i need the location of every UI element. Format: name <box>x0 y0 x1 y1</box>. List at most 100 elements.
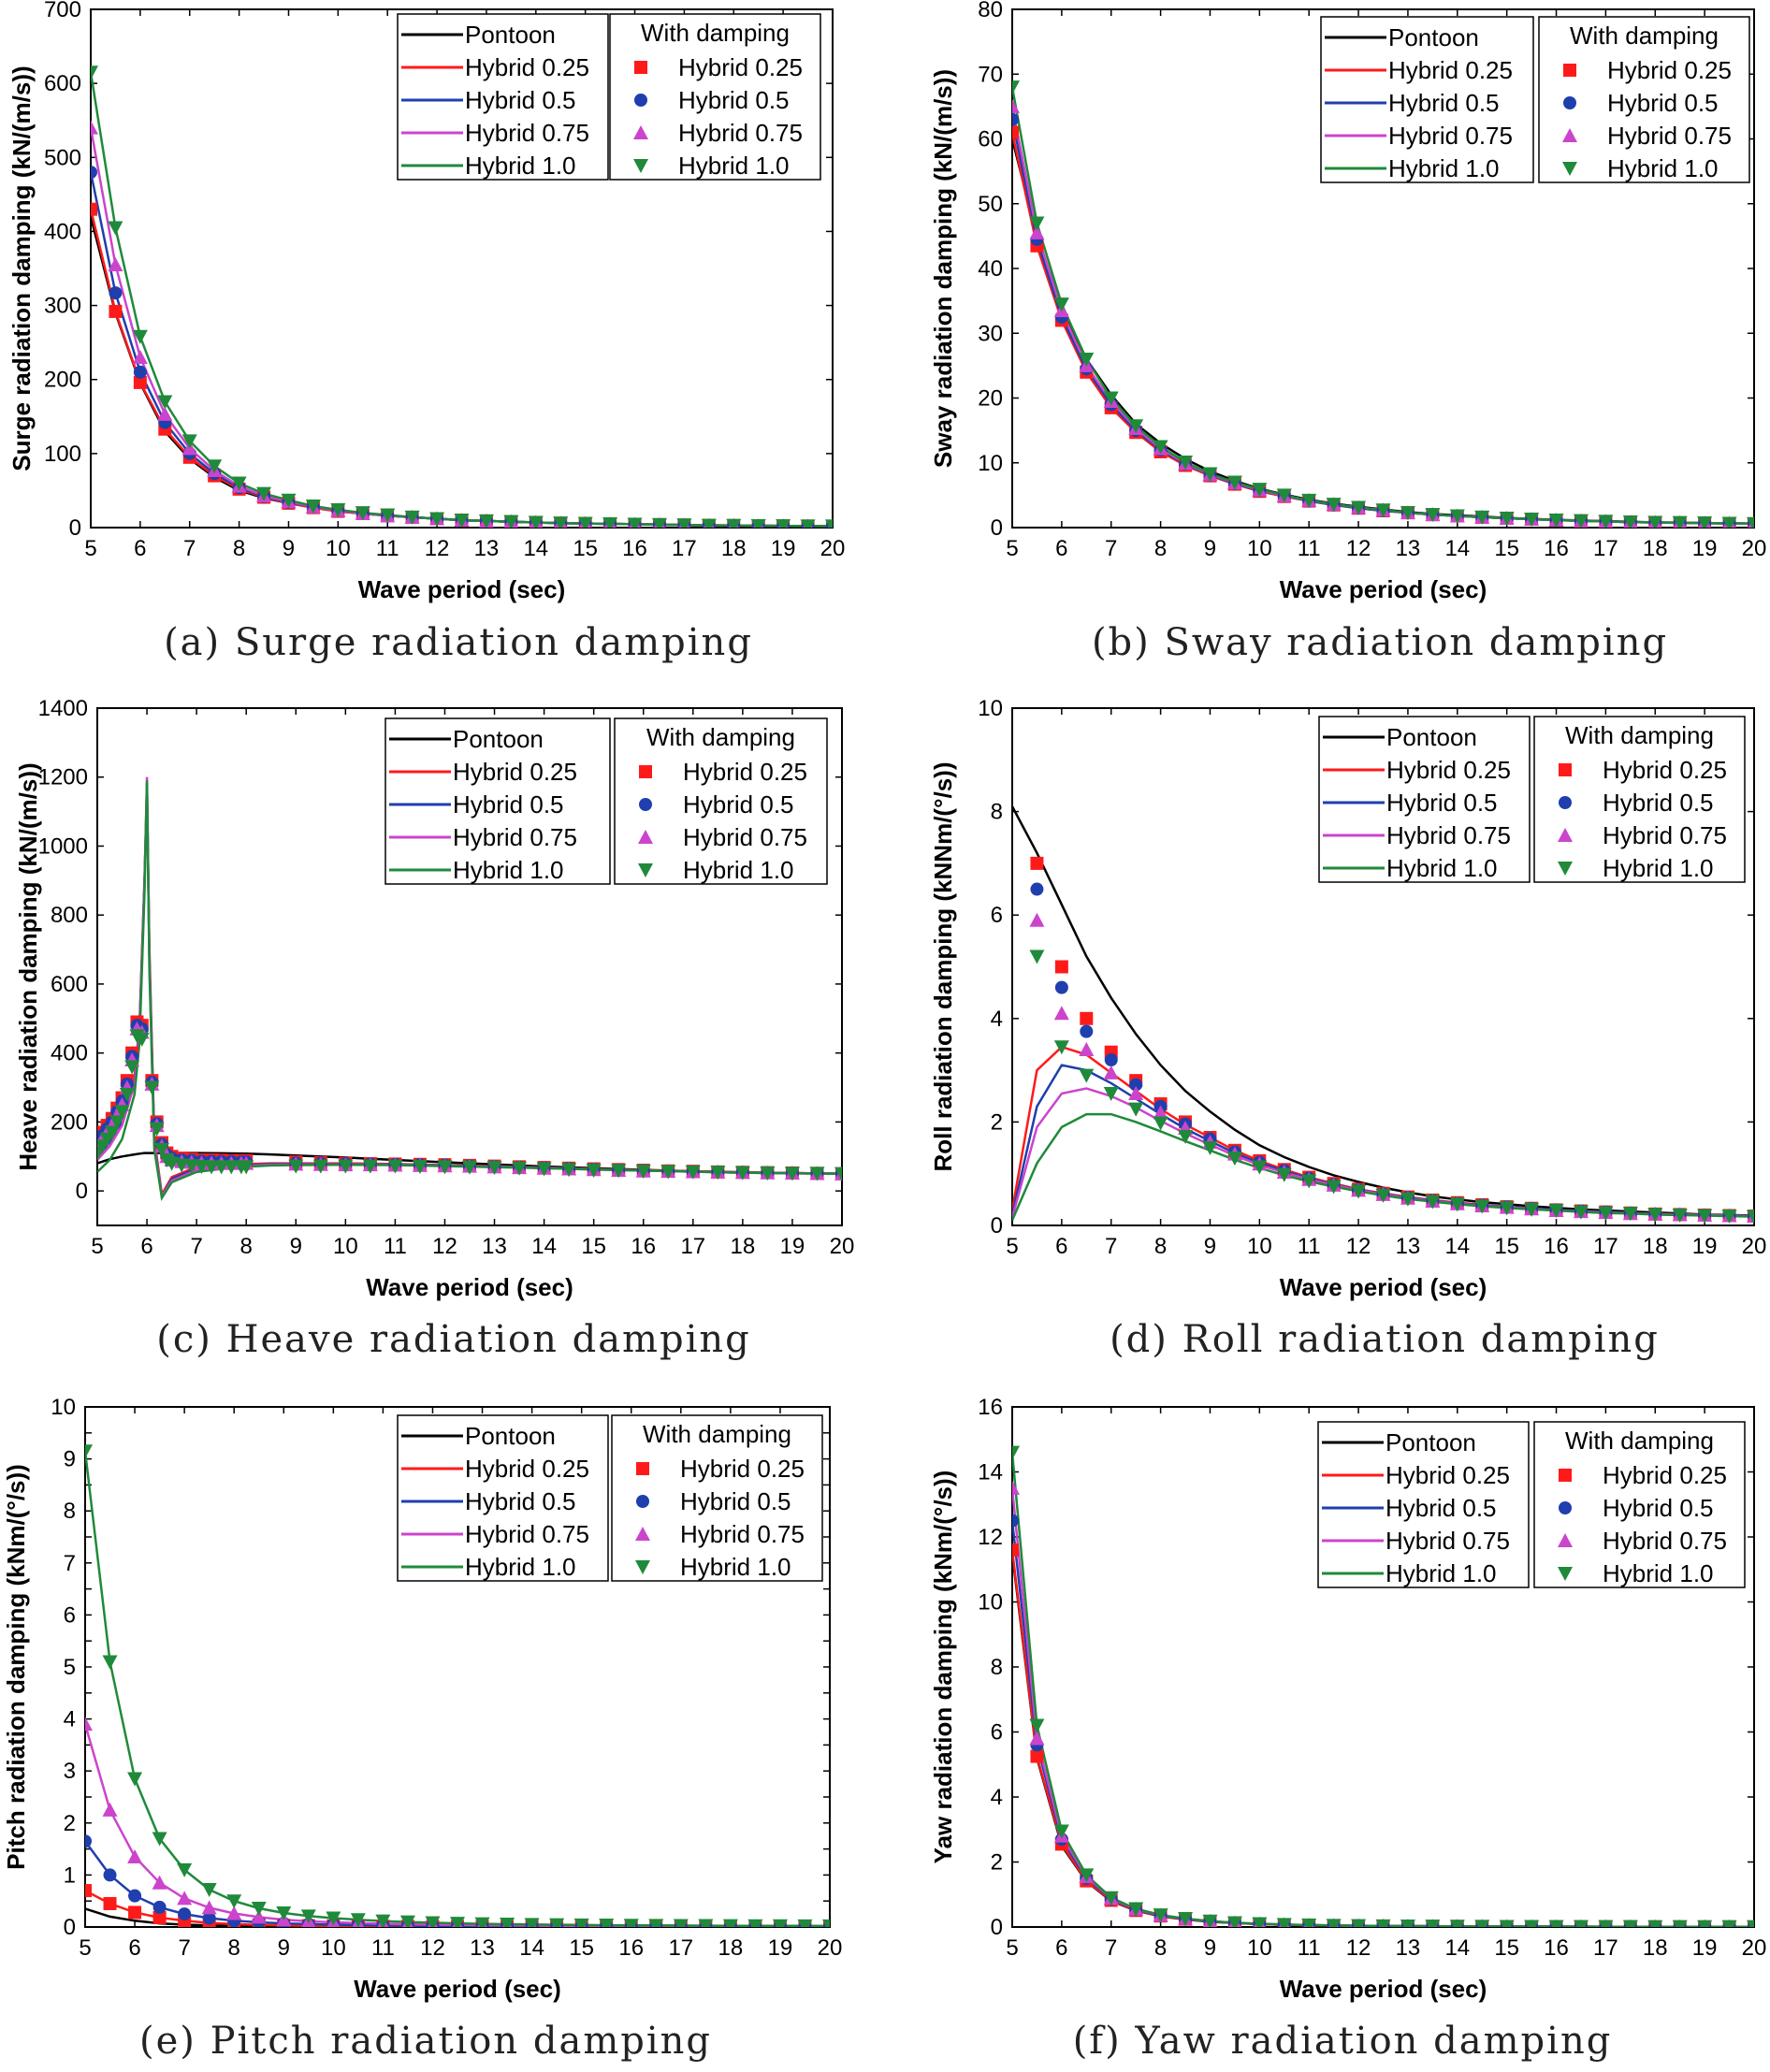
legend-line-label: Hybrid 0.75 <box>1386 1527 1510 1555</box>
legend-marker-swatch <box>1559 796 1572 809</box>
x-tick-label: 15 <box>569 1935 594 1961</box>
y-tick-label: 0 <box>69 515 81 541</box>
marker-hybrid-1-0 <box>412 1159 428 1174</box>
x-tick-label: 7 <box>1105 1935 1117 1961</box>
y-tick-label: 10 <box>978 696 1003 721</box>
marker-hybrid-1-0 <box>1029 216 1045 231</box>
marker-hybrid-1-0 <box>177 1862 193 1877</box>
x-axis-label: Wave period (sec) <box>1280 575 1487 603</box>
marker-hybrid-1-0 <box>300 1909 316 1924</box>
legend-marker-label: Hybrid 0.25 <box>1607 56 1732 84</box>
marker-hybrid-1-0 <box>726 518 742 528</box>
legend-marker-label: Hybrid 0.5 <box>1603 789 1714 817</box>
marker-hybrid-1-0 <box>462 1160 477 1175</box>
marker-hybrid-1-0 <box>1747 516 1754 528</box>
x-tick-label: 12 <box>1346 1935 1371 1961</box>
y-tick-label: 0 <box>76 1179 88 1204</box>
x-tick-label: 5 <box>1006 536 1018 561</box>
marker-hybrid-1-0 <box>399 1915 415 1927</box>
marker-hybrid-1-0 <box>1326 1919 1342 1927</box>
marker-hybrid-1-0 <box>561 1163 577 1178</box>
legend-line-label: Hybrid 0.25 <box>1386 756 1511 784</box>
marker-hybrid-1-0 <box>1721 516 1737 528</box>
x-tick-label: 14 <box>1444 1935 1470 1961</box>
marker-hybrid-1-0 <box>1301 1918 1317 1927</box>
x-tick-label: 12 <box>420 1935 445 1961</box>
x-tick-label: 6 <box>140 1234 152 1259</box>
marker-hybrid-1-0 <box>599 1919 615 1927</box>
x-tick-label: 6 <box>1055 1935 1067 1961</box>
marker-hybrid-1-0 <box>312 1159 328 1174</box>
damping-markers <box>1029 856 1754 1224</box>
marker-hybrid-0-75 <box>226 1905 242 1920</box>
marker-hybrid-1-0 <box>673 1919 689 1927</box>
marker-hybrid-1-0 <box>1647 515 1663 528</box>
marker-hybrid-1-0 <box>1276 1167 1292 1182</box>
marker-hybrid-1-0 <box>1301 493 1317 508</box>
series-line-pontoon <box>91 216 833 528</box>
legend-line-label: Pontoon <box>465 1422 556 1450</box>
y-tick-label: 2 <box>64 1811 76 1836</box>
plot-frame <box>96 707 843 1226</box>
x-tick-label: 20 <box>820 536 846 561</box>
y-tick-label: 10 <box>978 451 1003 476</box>
marker-hybrid-1-0 <box>1252 1917 1268 1927</box>
marker-hybrid-1-0 <box>1178 456 1194 471</box>
x-tick-label: 9 <box>1204 1935 1216 1961</box>
y-axis-label: Sway radiation damping (kN/(m/s)) <box>929 69 957 468</box>
marker-hybrid-0-25 <box>1012 125 1019 139</box>
x-tick-label: 12 <box>1346 1234 1371 1259</box>
marker-hybrid-0-75 <box>85 1717 93 1731</box>
x-tick-label: 6 <box>128 1935 140 1961</box>
y-tick-label: 1400 <box>38 696 88 721</box>
x-tick-label: 16 <box>1544 536 1569 561</box>
legend-marker-label: Hybrid 0.25 <box>680 1455 805 1483</box>
marker-hybrid-1-0 <box>119 1087 135 1102</box>
x-tick-label: 6 <box>134 536 146 561</box>
series-line-hybrid-0-5 <box>85 1840 830 1927</box>
x-axis-label: Wave period (sec) <box>366 1273 573 1301</box>
legend-marker-swatch <box>635 1527 650 1541</box>
y-tick-label: 3 <box>64 1759 76 1784</box>
series-line-pontoon <box>1012 1553 1754 1927</box>
legend-line-label: Hybrid 0.5 <box>1386 789 1498 817</box>
marker-hybrid-1-0 <box>350 1913 366 1927</box>
marker-hybrid-1-0 <box>809 1166 825 1181</box>
x-tick-label: 11 <box>1298 1234 1321 1259</box>
legend-marker-label: Hybrid 0.75 <box>1603 821 1727 849</box>
marker-hybrid-1-0 <box>330 503 346 518</box>
marker-hybrid-1-0 <box>1672 515 1688 528</box>
marker-hybrid-1-0 <box>239 1160 254 1175</box>
legend-markers-title: With damping <box>1565 721 1714 749</box>
x-tick-label: 6 <box>1055 536 1067 561</box>
marker-hybrid-1-0 <box>1029 949 1045 964</box>
marker-hybrid-1-0 <box>747 1919 763 1927</box>
series-line-hybrid-0-25 <box>1012 1549 1754 1927</box>
marker-hybrid-1-0 <box>1178 1911 1194 1926</box>
legend-lines-box <box>397 13 609 181</box>
legend-marker-swatch <box>636 1462 649 1475</box>
marker-hybrid-1-0 <box>355 506 370 521</box>
x-tick-label: 14 <box>1444 1234 1470 1259</box>
legend-line-label: Hybrid 1.0 <box>465 1553 576 1581</box>
y-tick-label: 100 <box>44 442 81 467</box>
series-line-hybrid-0-5 <box>91 171 833 528</box>
marker-hybrid-1-0 <box>1202 1141 1218 1156</box>
x-tick-label: 11 <box>384 1234 407 1259</box>
legend-line-label: Hybrid 1.0 <box>453 856 564 884</box>
marker-hybrid-1-0 <box>1103 1891 1119 1905</box>
marker-hybrid-0-25 <box>128 1905 142 1920</box>
legend-marker-swatch <box>633 125 648 139</box>
marker-hybrid-1-0 <box>1622 515 1638 528</box>
y-tick-label: 0 <box>991 515 1003 541</box>
legend-marker-label: Hybrid 0.25 <box>1603 756 1727 784</box>
marker-hybrid-1-0 <box>1103 1086 1119 1101</box>
marker-hybrid-1-0 <box>800 519 816 528</box>
marker-hybrid-1-0 <box>144 1080 160 1095</box>
y-tick-label: 400 <box>51 1041 88 1066</box>
marker-hybrid-1-0 <box>685 1165 701 1180</box>
marker-hybrid-1-0 <box>450 1917 465 1927</box>
marker-hybrid-0-25 <box>85 1884 92 1898</box>
marker-hybrid-1-0 <box>710 1166 726 1181</box>
legend-line-label: Hybrid 1.0 <box>1388 154 1500 182</box>
